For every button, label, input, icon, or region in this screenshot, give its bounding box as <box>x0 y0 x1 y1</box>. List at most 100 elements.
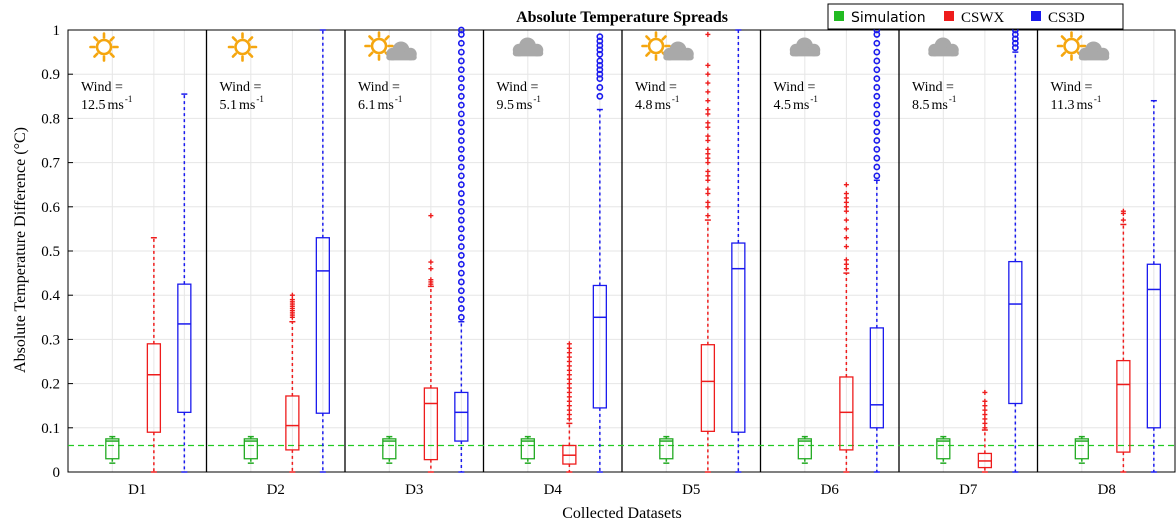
cloud-icon <box>928 37 959 57</box>
boxes <box>105 26 1161 473</box>
wind-unit-exponent: -1 <box>395 94 403 104</box>
sun-ray <box>231 36 238 42</box>
outlier-point <box>873 92 881 100</box>
legend-label-cswx: CSWX <box>961 10 1005 26</box>
outlier-point <box>873 66 881 74</box>
legend: Simulation CSWX CS3D <box>827 3 1124 30</box>
outlier-point <box>457 190 465 197</box>
x-tick-label: D3 <box>405 482 423 498</box>
cloud-base <box>928 50 959 57</box>
sun-icon <box>1056 31 1087 61</box>
box-iqr <box>423 387 439 461</box>
wind-unit-exponent: -1 <box>256 94 264 104</box>
outlier-point <box>457 278 465 286</box>
wind-unit: ms <box>655 98 671 113</box>
outlier-point <box>457 234 465 242</box>
outlier-point <box>873 154 881 162</box>
box-iqr <box>700 344 716 432</box>
outlier-point <box>457 110 465 118</box>
wind-value: 6.1 <box>358 98 376 113</box>
box-simulation-d5 <box>659 435 674 464</box>
box-simulation-d3 <box>382 435 397 464</box>
box-iqr <box>105 438 120 460</box>
outlier-point <box>457 66 465 74</box>
wind-unit: ms <box>516 98 532 113</box>
outlier-point <box>457 48 465 56</box>
x-tick-label: D8 <box>1098 482 1116 498</box>
outlier-point <box>457 172 465 180</box>
sun-ray <box>368 35 374 41</box>
cloud-icon <box>789 37 821 57</box>
y-tick-label: 0.7 <box>41 156 60 172</box>
outlier-point <box>873 57 881 65</box>
x-tick-label: D2 <box>267 482 285 498</box>
wind-value: 11.3 <box>1051 98 1075 113</box>
outlier-point <box>457 198 465 206</box>
box-cswx-d4 <box>562 341 577 473</box>
sun-ray <box>231 52 238 58</box>
outlier-point <box>457 84 465 91</box>
y-tick-label: 1 <box>53 23 61 39</box>
wind-unit-exponent: -1 <box>533 94 541 104</box>
x-tick-label: D7 <box>959 482 978 498</box>
wind-unit: ms <box>378 98 394 113</box>
outlier-point <box>873 75 881 83</box>
outlier-point <box>457 216 465 224</box>
box-iqr <box>177 283 192 413</box>
y-tick-label: 0.3 <box>41 332 60 348</box>
sun-icon <box>364 31 394 61</box>
y-tick-label: 0.9 <box>41 67 60 83</box>
wind-label: Wind = <box>774 80 816 95</box>
outlier-point <box>457 163 465 171</box>
sun-disc <box>1063 37 1080 55</box>
box-iqr <box>454 391 469 442</box>
wind-value: 9.5 <box>497 98 515 113</box>
tick-labels: 0 0.1 0.2 0.3 0.4 0.5 0.6 0.7 0.8 0.9 1 D1 D2 D3 D4 D5 D… <box>41 23 1116 498</box>
outlier-point <box>457 260 465 268</box>
outlier-point <box>596 57 604 65</box>
y-tick-label: 0.8 <box>41 111 60 127</box>
sun-icon <box>227 32 258 62</box>
box-iqr <box>1074 438 1089 460</box>
chart-title: Absolute Temperature Spreads <box>516 9 728 26</box>
outlier-point <box>873 39 881 47</box>
outlier-point <box>873 119 881 127</box>
outlier-point <box>457 243 465 250</box>
x-tick-label: D1 <box>128 482 146 498</box>
outlier-point <box>457 137 465 144</box>
sun-ray <box>368 51 374 57</box>
cloud-icon <box>386 41 417 61</box>
box-cs3d-d5 <box>731 29 746 473</box>
box-iqr <box>839 376 854 451</box>
wind-value: 12.5 <box>81 98 106 113</box>
outlier-point <box>457 181 465 189</box>
x-tick-label: D6 <box>821 482 840 498</box>
wind-unit: ms <box>1076 98 1092 113</box>
box-iqr <box>1116 359 1131 453</box>
cloud-icon <box>663 41 694 61</box>
box-iqr <box>285 395 300 451</box>
box-cswx-d2 <box>285 292 300 473</box>
box-simulation-d2 <box>243 435 258 464</box>
sun-icon <box>89 32 119 62</box>
outlier-point <box>457 26 465 34</box>
box-cs3d-d8 <box>1146 99 1161 473</box>
box-iqr <box>146 343 162 433</box>
sun-ray <box>109 36 115 42</box>
wind-label: Wind = <box>497 80 539 95</box>
box-iqr <box>731 242 746 433</box>
box-iqr <box>243 438 258 460</box>
sun-disc <box>370 37 388 55</box>
outlier-point <box>873 110 881 118</box>
y-tick-label: 0.6 <box>41 200 60 216</box>
y-tick-label: 0.1 <box>41 421 60 437</box>
box-cs3d-d6 <box>869 26 884 473</box>
box-simulation-d6 <box>797 435 812 464</box>
y-tick-label: 0.5 <box>41 244 60 260</box>
box-iqr <box>659 438 674 460</box>
outlier-point <box>457 92 465 100</box>
sun-disc <box>647 37 665 55</box>
box-cswx-d6 <box>839 182 854 473</box>
wind-unit: ms <box>108 98 124 113</box>
